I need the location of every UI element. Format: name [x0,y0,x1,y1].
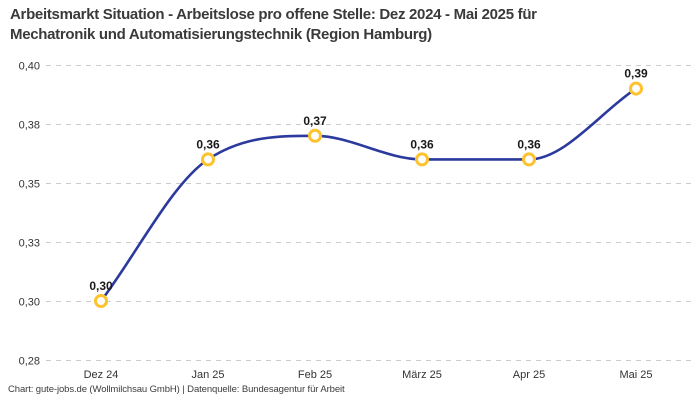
data-point-marker [522,152,536,167]
point-value-label: 0,36 [517,137,541,151]
y-tick-label: 0,35 [19,179,40,191]
chart-title-line2: Mechatronik und Automatisierungstechnik … [10,26,432,43]
point-value-label: 0,36 [196,137,220,151]
x-tick-label: März 25 [402,369,442,381]
x-tick-label: Jan 25 [191,369,224,381]
x-tick-label: Dez 24 [84,369,119,381]
x-tick-label: Mai 25 [619,369,652,381]
chart-title: Arbeitsmarkt Situation - Arbeitslose pro… [10,5,690,45]
y-tick-label: 0,28 [19,356,40,368]
y-tick-label: 0,38 [19,120,40,132]
chart-title-line1: Arbeitsmarkt Situation - Arbeitslose pro… [10,6,537,23]
data-point-marker [308,128,322,143]
point-value-label: 0,30 [89,279,113,293]
x-tick-label: Apr 25 [513,369,545,381]
data-point-marker [201,152,215,167]
y-tick-label: 0,30 [19,297,40,309]
y-tick-label: 0,33 [19,238,40,250]
point-value-label: 0,37 [303,114,327,128]
trend-line [99,87,638,303]
data-point-marker [94,294,108,308]
point-value-label: 0,36 [410,137,434,151]
data-point-marker [629,81,643,96]
point-value-label: 0,39 [624,67,648,81]
chart-footer: Chart: gute-jobs.de (Wollmilchsau GmbH) … [8,384,345,395]
x-tick-label: Feb 25 [298,369,332,381]
data-point-marker [415,152,429,167]
y-tick-label: 0,40 [19,61,40,73]
